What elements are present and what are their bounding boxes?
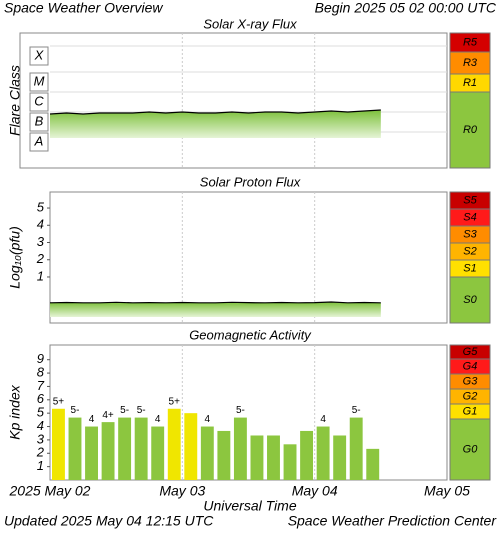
y-tick-label: 4 [37,418,44,433]
y-tick-label: A [34,133,44,148]
y-tick-label: 3 [37,234,45,249]
value-label: 5- [137,405,146,416]
scale-label: S0 [463,294,477,306]
y-tick-label: B [35,113,44,128]
y-tick-label: C [34,93,44,108]
y-tick-label: M [34,73,45,88]
begin-time: Begin 2025 05 02 00:00 UTC [315,0,497,16]
value-label: 4 [155,414,161,425]
value-label: 5+ [53,396,65,407]
x-tick-label: May 05 [424,483,470,499]
value-label: 4 [205,414,211,425]
y-tick-label: 2 [36,251,45,266]
kp-bar [118,417,132,480]
kp-bar [267,435,280,480]
source: Space Weather Prediction Center [288,513,498,529]
scale-band [449,276,491,324]
kp-bar [250,435,264,480]
y-tick-label: 4 [37,217,44,232]
class-box [29,112,49,132]
kp-bar [200,426,214,480]
kp-bar [349,417,363,480]
kp-bar [283,444,297,480]
flux-line [49,109,381,115]
class-box [29,46,49,66]
flux-area [50,110,381,138]
plot-frame [19,32,448,169]
page-title: Space Weather Overview [4,0,163,16]
scale-label: R0 [463,124,478,136]
value-label: 4 [320,414,326,425]
y-tick-label: 2 [36,445,45,460]
value-label: 5- [71,405,80,416]
value-label: 5+ [169,396,181,407]
plot-frame [49,344,448,481]
panel-title: Geomagnetic Activity [189,327,312,342]
kp-bar [68,417,82,480]
y-tick-label: 1 [37,268,44,283]
y-tick-label: 3 [37,431,45,446]
scale-label: G2 [463,390,478,402]
x-tick-label: 2025 May 02 [9,483,91,499]
class-box [29,92,49,112]
scale-band [449,91,491,169]
plot-frame [49,191,448,324]
y-tick-label: 5 [37,405,45,420]
scale-label: R3 [463,57,478,69]
y-axis-label: Kp index [7,384,23,439]
kp-bar [366,448,380,480]
panel-title: Solar X-ray Flux [203,16,297,31]
kp-bar [52,408,65,480]
scale-label: G0 [463,443,479,455]
class-box [29,72,49,92]
flux-line [49,301,381,304]
y-tick-label: 8 [37,365,45,380]
scale-label: G5 [463,346,479,358]
kp-bar [217,430,231,480]
y-tick-label: 1 [37,458,44,473]
y-tick-label: 9 [37,351,44,366]
value-label: 4 [89,414,95,425]
value-label: 5- [120,405,129,416]
scale-label: G3 [463,375,479,387]
value-label: 4+ [102,410,114,421]
x-tick-label: May 03 [159,483,205,499]
class-box [29,132,49,152]
kp-bar [101,422,115,480]
scale-label: S4 [463,211,476,223]
y-axis-label: Flare Class [7,65,23,136]
y-tick-label: 5 [37,199,45,214]
scale-label: S5 [463,194,477,206]
x-tick-label: May 04 [292,483,338,499]
kp-bar [85,426,98,480]
updated-time: Updated 2025 May 04 12:15 UTC [4,513,214,529]
flux-area [50,301,381,317]
kp-bar [151,426,165,480]
panel-title: Solar Proton Flux [200,174,301,189]
kp-bar [167,408,181,480]
kp-bar [316,426,330,480]
scale-label: S2 [463,245,476,257]
scale-label: S3 [463,228,477,240]
y-tick-label: X [34,47,45,62]
x-axis-label: Universal Time [203,498,296,514]
kp-bar [134,417,148,480]
kp-bar [333,435,347,480]
y-axis-label: Log₁₀(pfu) [7,226,23,288]
kp-bar [300,430,314,480]
scale-label: G1 [463,405,478,417]
scale-label: G4 [463,360,478,372]
y-tick-label: 7 [37,378,45,393]
kp-bar [184,413,198,480]
scale-label: R5 [463,36,478,48]
value-label: 5- [352,405,361,416]
value-label: 5- [236,405,245,416]
scale-label: R1 [463,77,477,89]
y-tick-label: 6 [37,391,45,406]
scale-label: S1 [463,262,476,274]
kp-bar [233,417,247,480]
scale-band [449,418,491,481]
